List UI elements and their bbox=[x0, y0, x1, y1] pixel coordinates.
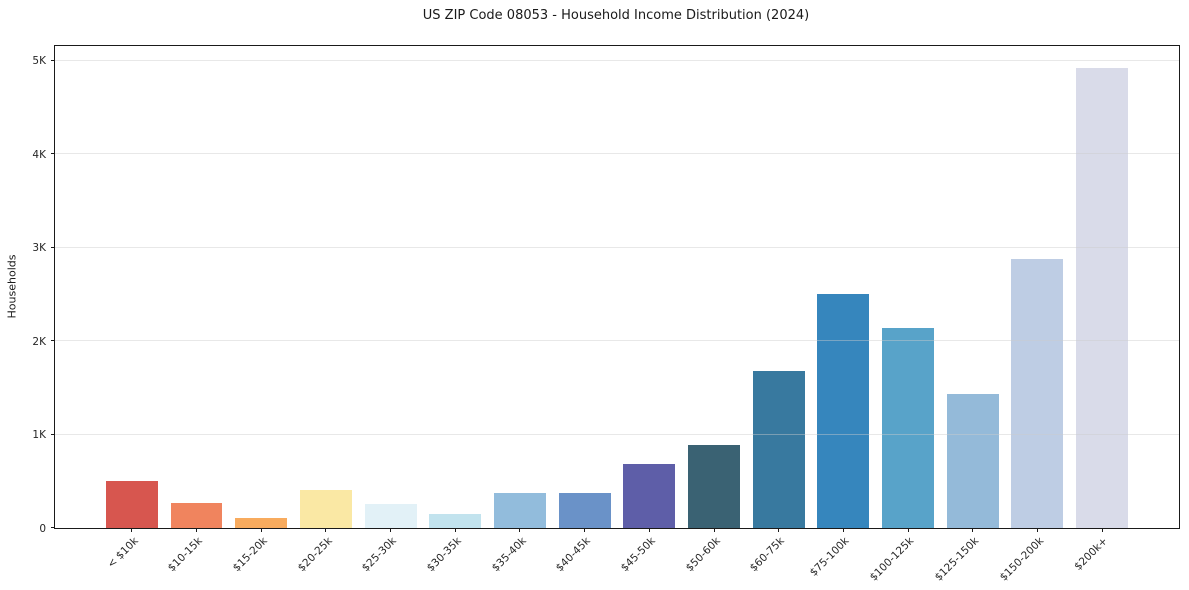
x-tick-mark bbox=[390, 528, 392, 532]
bar-$125-150k bbox=[946, 394, 999, 528]
x-tick-label: $15-20k bbox=[230, 535, 270, 575]
x-tick-label: $75-100k bbox=[808, 535, 852, 579]
x-tick-label: < $10k bbox=[104, 535, 141, 571]
x-tick-label: $35-40k bbox=[489, 535, 529, 575]
y-tick-mark bbox=[51, 433, 55, 435]
x-tick-label: $200k+ bbox=[1072, 535, 1111, 573]
x-tick-label: $60-75k bbox=[748, 535, 788, 575]
x-tick-mark bbox=[972, 528, 974, 532]
x-tick-label: $150-200k bbox=[997, 535, 1046, 584]
bar-$40-45k bbox=[558, 493, 611, 528]
y-tick-mark bbox=[51, 246, 55, 248]
x-tick-mark bbox=[907, 528, 909, 532]
bar-$15-20k bbox=[235, 517, 288, 528]
x-tick-mark bbox=[778, 528, 780, 532]
x-tick-mark bbox=[584, 528, 586, 532]
bar-$75-100k bbox=[817, 294, 870, 528]
x-tick-mark bbox=[1036, 528, 1038, 532]
y-tick-label: 1K bbox=[32, 429, 46, 442]
y-tick-mark bbox=[51, 153, 55, 155]
y-tick-label: 2K bbox=[32, 335, 46, 348]
bar-$200k+ bbox=[1076, 68, 1128, 528]
y-axis-title: Households bbox=[5, 254, 19, 319]
y-tick-mark bbox=[51, 527, 55, 528]
chart-title: US ZIP Code 08053 - Household Income Dis… bbox=[422, 8, 810, 23]
bar-$60-75k bbox=[752, 371, 805, 528]
bar-$10-15k bbox=[170, 503, 223, 528]
x-tick-mark bbox=[648, 528, 650, 532]
x-tick-mark bbox=[260, 528, 262, 532]
bar-$50-60k bbox=[688, 444, 740, 528]
x-tick-label: $25-30k bbox=[360, 535, 400, 575]
x-tick-label: $10-15k bbox=[166, 535, 206, 575]
x-tick-mark bbox=[519, 528, 521, 532]
y-tick-label: 5K bbox=[32, 55, 46, 68]
plot-area: 0 1K 2K 3K 4K 5K < $10k $10-15k $15-20k $20-25k $2… bbox=[32, 45, 1180, 584]
y-tick-mark bbox=[51, 59, 55, 61]
gridline-1K bbox=[55, 433, 1179, 435]
x-tick-label: $45-50k bbox=[618, 535, 658, 575]
gridline-2K bbox=[55, 340, 1179, 342]
gridline-3K bbox=[55, 246, 1179, 248]
y-tick-label: 3K bbox=[32, 242, 46, 255]
x-tick-mark bbox=[713, 528, 715, 532]
gridline-4K bbox=[55, 153, 1179, 155]
x-tick-mark bbox=[196, 528, 198, 532]
x-tick-mark bbox=[1101, 528, 1103, 532]
y-tick-mark bbox=[51, 340, 55, 342]
x-tick-label: $30-35k bbox=[424, 535, 464, 575]
bar-< $10k bbox=[106, 481, 158, 528]
bar-$100-125k bbox=[882, 328, 934, 528]
x-tick-mark bbox=[325, 528, 327, 532]
bar-$35-40k bbox=[494, 492, 546, 528]
x-tick-label: $100-125k bbox=[867, 535, 917, 584]
x-tick-label: $40-45k bbox=[554, 535, 594, 575]
x-tick-label: $125-150k bbox=[932, 535, 982, 584]
bar-$45-50k bbox=[623, 464, 676, 528]
x-tick-mark bbox=[131, 528, 133, 532]
bar-$150-200k bbox=[1011, 258, 1064, 528]
gridline-5K bbox=[55, 59, 1179, 61]
bar-$25-30k bbox=[364, 503, 417, 528]
x-tick-label: $20-25k bbox=[295, 535, 335, 575]
bar-$30-35k bbox=[429, 514, 482, 528]
y-tick-label: 4K bbox=[32, 148, 46, 161]
x-tick-label: $50-60k bbox=[683, 535, 723, 575]
x-tick-mark bbox=[454, 528, 456, 532]
bar-$20-25k bbox=[300, 489, 352, 528]
x-tick-mark bbox=[842, 528, 844, 532]
y-tick-label: 0 bbox=[39, 522, 46, 535]
